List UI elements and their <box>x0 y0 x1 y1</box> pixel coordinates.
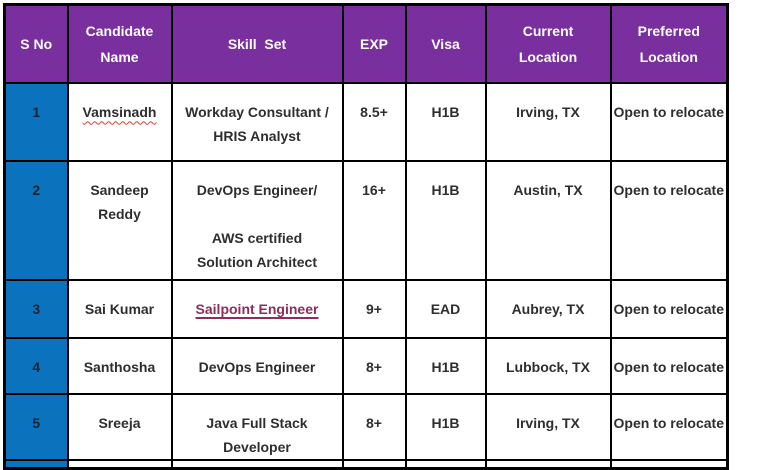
cell-text-preferred: Open to relocate <box>613 358 724 375</box>
cell-name: Vamsinadh <box>66 81 173 162</box>
cell-text-name: Sreeja <box>98 414 141 431</box>
cell-visa: EAD <box>404 278 487 339</box>
partial-cell-exp <box>341 458 407 470</box>
cell-preferred: Open to relocate <box>609 392 729 461</box>
cell-exp: 16+ <box>341 159 407 281</box>
cell-preferred: Open to relocate <box>609 81 729 162</box>
cell-skill: DevOps Engineer <box>170 336 344 395</box>
cell-name: Sreeja <box>66 392 173 461</box>
cell-preferred: Open to relocate <box>609 336 729 395</box>
cell-sno: 3 <box>3 278 69 339</box>
cell-preferred: Open to relocate <box>609 278 729 339</box>
candidate-table: S No Candidate Name Skill Set EXP Visa C… <box>3 3 729 470</box>
cell-name: Santhosha <box>66 336 173 395</box>
cell-text-exp: 9+ <box>366 300 382 317</box>
cell-sno: 2 <box>3 159 69 281</box>
header-preferred: Preferred Location <box>609 3 729 84</box>
partial-cell-sno <box>3 458 69 470</box>
cell-text-visa: H1B <box>431 181 460 198</box>
partial-cell-name <box>66 458 173 470</box>
cell-exp: 8+ <box>341 392 407 461</box>
cell-text-sno: 5 <box>32 414 41 431</box>
table-body: 1 Vamsinadh Workday Consultant / HRIS Anal… <box>3 81 729 470</box>
table-header: S No Candidate Name Skill Set EXP Visa C… <box>3 3 729 84</box>
header-visa: Visa <box>404 3 487 84</box>
cell-text-visa: H1B <box>431 414 460 431</box>
table-row: 5 Sreeja Java Full Stack Developer 8+ H1B Irv… <box>3 392 729 461</box>
candidate-table-container: S No Candidate Name Skill Set EXP Visa C… <box>3 3 729 470</box>
partial-cell-skill <box>170 458 344 470</box>
cell-exp: 8+ <box>341 336 407 395</box>
cell-text-skill: Java Full Stack Developer <box>206 414 308 455</box>
cell-text-preferred: Open to relocate <box>613 103 724 120</box>
cell-text-exp: 8+ <box>366 358 382 375</box>
cell-text-preferred: Open to relocate <box>613 300 724 317</box>
cell-text-exp: 8+ <box>366 414 382 431</box>
header-skill: Skill Set <box>170 3 344 84</box>
cell-visa: H1B <box>404 392 487 461</box>
cell-exp: 9+ <box>341 278 407 339</box>
cell-sno: 1 <box>3 81 69 162</box>
cell-text-visa: H1B <box>431 103 460 120</box>
cell-text-sno: 2 <box>32 181 41 198</box>
cell-preferred: Open to relocate <box>609 159 729 281</box>
cell-text-name: Sai Kumar <box>84 300 155 317</box>
cell-skill: Java Full Stack Developer <box>170 392 344 461</box>
cell-sno: 5 <box>3 392 69 461</box>
cell-text-current: Irving, TX <box>516 414 580 431</box>
cell-text-current: Aubrey, TX <box>511 300 585 317</box>
cell-skill: Sailpoint Engineer <box>170 278 344 339</box>
cell-skill: Workday Consultant / HRIS Analyst <box>170 81 344 162</box>
cell-text-name: Sandeep Reddy <box>90 181 149 222</box>
cell-text-current: Austin, TX <box>513 181 583 198</box>
cell-text-preferred: Open to relocate <box>613 181 724 198</box>
cell-current: Irving, TX <box>484 392 612 461</box>
table-row: 4 Santhosha DevOps Engineer 8+ H1B Lubbock, T… <box>3 336 729 395</box>
partial-next-row <box>3 458 729 470</box>
cell-text-current: Lubbock, TX <box>506 358 590 375</box>
cell-text-skill: DevOps Engineer <box>198 358 316 375</box>
cell-text-name: Vamsinadh <box>82 103 157 120</box>
cell-sno: 4 <box>3 336 69 395</box>
header-row: S No Candidate Name Skill Set EXP Visa C… <box>3 3 729 84</box>
cell-text-sno: 4 <box>32 358 41 375</box>
cell-text-skill: Workday Consultant / HRIS Analyst <box>185 103 329 144</box>
table-row: 1 Vamsinadh Workday Consultant / HRIS Anal… <box>3 81 729 162</box>
cell-text-visa: EAD <box>430 300 461 317</box>
cell-visa: H1B <box>404 336 487 395</box>
cell-visa: H1B <box>404 159 487 281</box>
cell-skill: DevOps Engineer/ AWS certified Solution … <box>170 159 344 281</box>
header-name: Candidate Name <box>66 3 173 84</box>
table-row: 2 Sandeep Reddy DevOps Engineer/ AWS certi… <box>3 159 729 281</box>
cell-text-name: Santhosha <box>83 358 156 375</box>
partial-cell-current <box>484 458 612 470</box>
partial-cell-preferred <box>609 458 729 470</box>
partial-cell-visa <box>404 458 487 470</box>
cell-text-visa: H1B <box>431 358 460 375</box>
cell-text-preferred: Open to relocate <box>613 414 724 431</box>
cell-exp: 8.5+ <box>341 81 407 162</box>
cell-name: Sai Kumar <box>66 278 173 339</box>
cell-text-exp: 8.5+ <box>360 103 388 120</box>
cell-current: Austin, TX <box>484 159 612 281</box>
cell-name: Sandeep Reddy <box>66 159 173 281</box>
cell-text-skill: DevOps Engineer/ AWS certified Solution … <box>196 181 318 270</box>
cell-current: Irving, TX <box>484 81 612 162</box>
cell-text-sno: 1 <box>32 103 41 120</box>
header-current: Current Location <box>484 3 612 84</box>
cell-current: Aubrey, TX <box>484 278 612 339</box>
skill-link[interactable]: Sailpoint Engineer <box>195 300 319 317</box>
cell-text-exp: 16+ <box>362 181 386 198</box>
cell-text-sno: 3 <box>32 300 41 317</box>
cell-current: Lubbock, TX <box>484 336 612 395</box>
header-sno: S No <box>3 3 69 84</box>
header-exp: EXP <box>341 3 407 84</box>
table-row: 3 Sai Kumar Sailpoint Engineer 9+ EAD Aubrey,… <box>3 278 729 339</box>
cell-text-current: Irving, TX <box>516 103 580 120</box>
cell-visa: H1B <box>404 81 487 162</box>
